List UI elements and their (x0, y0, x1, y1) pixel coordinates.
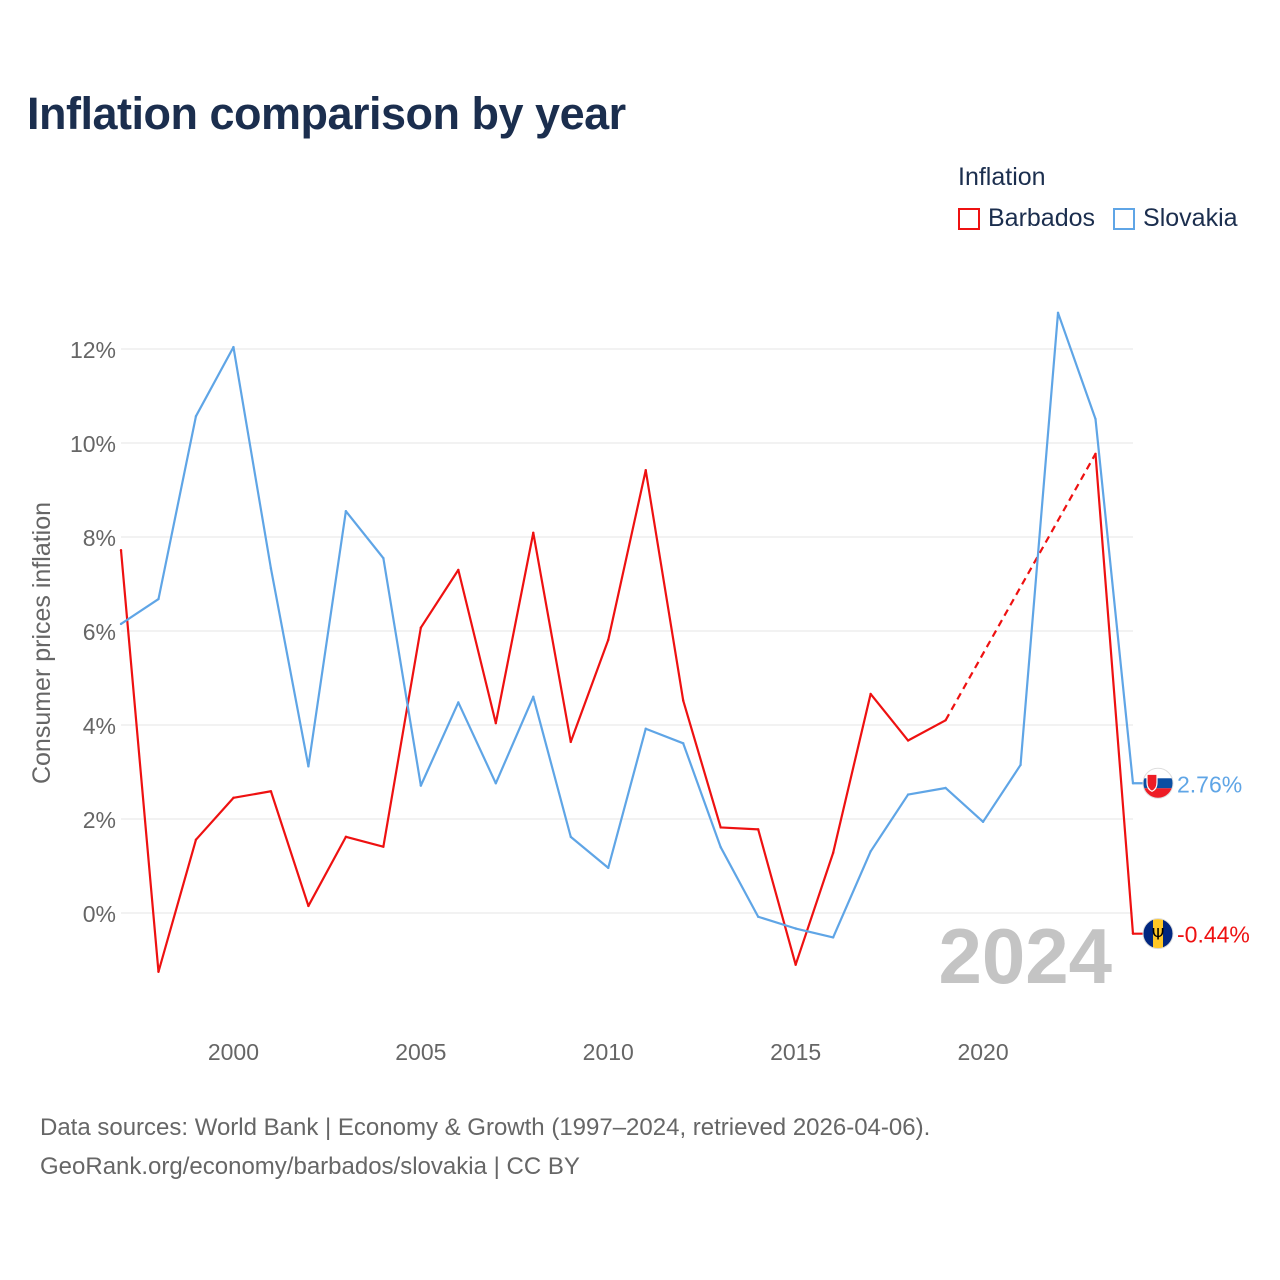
data-point-slovakia (232, 345, 235, 349)
data-point-slovakia (307, 765, 310, 768)
data-point-slovakia (906, 793, 910, 796)
data-point-barbados (756, 828, 760, 831)
chart-title: Inflation comparison by year (27, 88, 626, 139)
slovakia-flag-icon (1142, 767, 1174, 799)
data-point-slovakia (944, 786, 947, 790)
legend-item-barbados[interactable]: Barbados (958, 204, 1095, 233)
data-point-slovakia (756, 915, 760, 918)
data-point-slovakia (157, 597, 160, 601)
legend-title: Inflation (958, 163, 1046, 191)
data-point-slovakia (981, 820, 985, 824)
data-point-slovakia (569, 835, 572, 839)
data-point-barbados (157, 970, 160, 973)
data-point-slovakia (457, 701, 460, 704)
data-point-slovakia (869, 850, 872, 853)
x-tick-label: 2005 (395, 1039, 446, 1065)
series-gap-barbados (944, 453, 1097, 721)
y-tick-label: 2% (83, 807, 116, 833)
data-point-barbados (532, 531, 535, 534)
y-tick-label: 12% (70, 337, 116, 363)
legend: Barbados Slovakia (958, 204, 1256, 233)
data-point-slovakia (269, 567, 273, 570)
source-note: Data sources: World Bank | Economy & Gro… (40, 1108, 930, 1186)
data-point-barbados (831, 851, 835, 855)
legend-label-barbados: Barbados (988, 204, 1096, 232)
data-point-barbados (232, 796, 235, 800)
series-line-slovakia (120, 311, 1148, 939)
y-axis-label: Consumer prices inflation (28, 502, 56, 784)
y-tick-label: 10% (70, 431, 116, 457)
data-point-barbados (457, 568, 460, 572)
x-tick-label: 2020 (957, 1039, 1008, 1065)
data-point-slovakia (494, 782, 498, 785)
data-point-barbados (869, 692, 872, 696)
legend-swatch-barbados (958, 207, 980, 230)
data-point-barbados (719, 826, 722, 829)
data-point-slovakia (1019, 763, 1022, 767)
data-point-barbados (194, 838, 198, 841)
data-point-barbados (682, 699, 685, 702)
y-tick-label: 0% (83, 901, 116, 927)
end-label-barbados: -0.44% (1177, 922, 1250, 948)
source-line-1: Data sources: World Bank | Economy & Gro… (40, 1114, 931, 1141)
data-point-slovakia (831, 936, 835, 939)
source-line-2: GeoRank.org/economy/barbados/slovakia | … (40, 1153, 580, 1180)
svg-text:Ψ: Ψ (1152, 925, 1165, 944)
year-watermark: 2024 (938, 912, 1112, 1000)
data-point-slovakia (644, 727, 647, 730)
legend-item-slovakia[interactable]: Slovakia (1113, 204, 1238, 233)
data-point-slovakia (382, 556, 385, 560)
data-point-slovakia (1094, 417, 1097, 421)
barbados-flag-icon: Ψ (1142, 918, 1174, 950)
data-point-slovakia (1056, 311, 1060, 315)
x-tick-label: 2010 (583, 1039, 634, 1065)
series-line-barbados (1094, 453, 1148, 935)
data-point-barbados (1094, 452, 1097, 456)
legend-swatch-slovakia (1113, 207, 1136, 230)
data-point-barbados (944, 719, 947, 722)
data-point-slovakia (682, 742, 685, 745)
data-point-barbados (419, 626, 423, 629)
x-tick-label: 2015 (770, 1039, 821, 1065)
data-point-barbados (794, 963, 797, 966)
y-tick-label: 6% (83, 619, 116, 645)
data-point-slovakia (607, 866, 610, 870)
y-tick-label: 8% (83, 525, 116, 551)
data-point-slovakia (719, 846, 722, 849)
data-point-barbados (344, 835, 348, 839)
y-tick-label: 4% (83, 713, 116, 739)
data-point-barbados (119, 548, 123, 552)
data-point-barbados (1131, 932, 1135, 935)
data-point-slovakia (794, 927, 797, 930)
data-point-barbados (607, 638, 610, 642)
data-point-slovakia (344, 509, 348, 513)
data-point-barbados (269, 790, 273, 793)
data-point-barbados (569, 740, 572, 744)
data-point-barbados (906, 739, 910, 742)
end-label-slovakia: 2.76% (1177, 771, 1242, 797)
data-point-slovakia (194, 415, 198, 418)
data-point-barbados (307, 904, 310, 908)
data-point-barbados (644, 469, 647, 472)
data-point-barbados (382, 845, 385, 848)
data-point-slovakia (532, 695, 535, 698)
data-point-barbados (494, 721, 498, 725)
data-point-slovakia (119, 622, 123, 626)
series-line-barbados (119, 469, 947, 973)
data-point-slovakia (1131, 782, 1135, 785)
data-point-slovakia (419, 784, 423, 787)
legend-label-slovakia: Slovakia (1143, 204, 1238, 232)
x-tick-label: 2000 (208, 1039, 259, 1065)
